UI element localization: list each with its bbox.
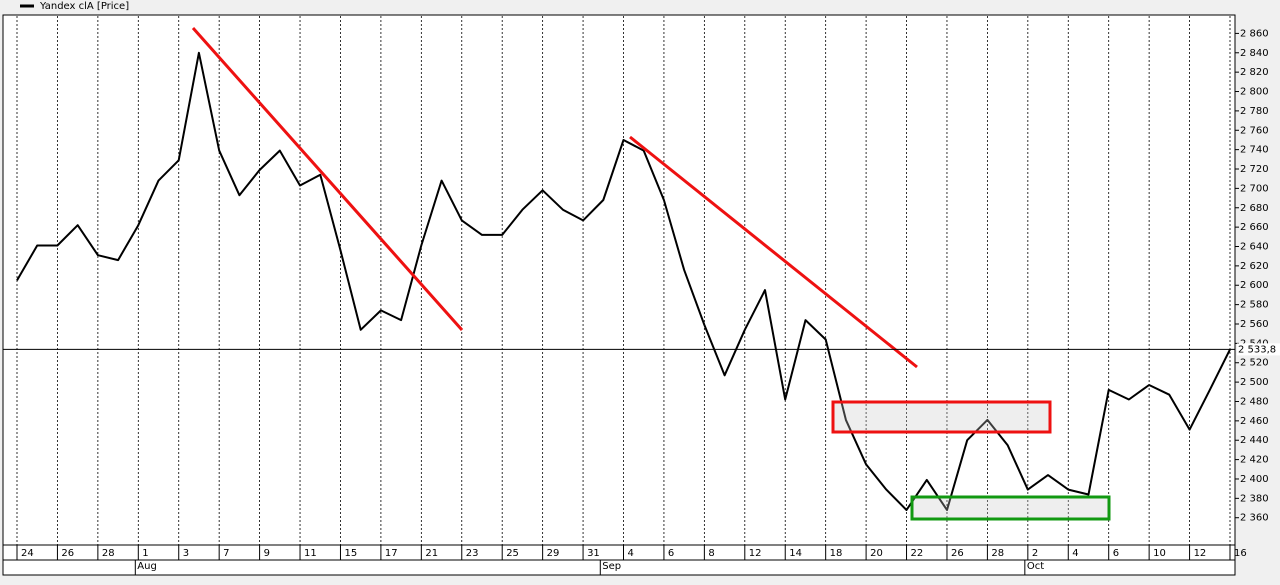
y-tick-label: 2 700 xyxy=(1240,183,1269,194)
y-tick-label: 2 600 xyxy=(1240,280,1269,291)
support-box xyxy=(910,495,1111,521)
y-tick-label: 2 780 xyxy=(1240,106,1269,117)
y-tick-label: 2 480 xyxy=(1240,396,1269,407)
x-tick-label: 9 xyxy=(264,548,270,559)
y-tick-label: 2 740 xyxy=(1240,145,1269,156)
last-price-box xyxy=(1237,343,1280,356)
y-tick-label: 2 760 xyxy=(1240,125,1269,136)
legend-label: Yandex clA [Price] xyxy=(39,1,129,12)
y-tick-label: 2 360 xyxy=(1240,513,1269,524)
y-tick-label: 2 660 xyxy=(1240,222,1269,233)
x-tick-label: 22 xyxy=(911,548,924,559)
x-tick-label: 20 xyxy=(870,548,883,559)
y-tick-label: 2 800 xyxy=(1240,87,1269,98)
y-tick-label: 2 620 xyxy=(1240,261,1269,272)
price-line xyxy=(16,51,1231,511)
x-tick-label: 24 xyxy=(21,548,34,559)
x-tick-label: 28 xyxy=(102,548,115,559)
trend-line xyxy=(629,135,918,369)
x-tick-label: 3 xyxy=(183,548,189,559)
x-tick-label: 14 xyxy=(789,548,802,559)
y-tick-label: 2 680 xyxy=(1240,203,1269,214)
x-tick-label: 26 xyxy=(61,548,74,559)
x-tick-label: 29 xyxy=(547,548,560,559)
x-tick-label: 7 xyxy=(223,548,229,559)
x-tick-label: 4 xyxy=(1072,548,1078,559)
annotations xyxy=(191,27,1111,521)
x-tick-label: 26 xyxy=(951,548,964,559)
x-tick-label: 12 xyxy=(749,548,762,559)
x-tick-label: 16 xyxy=(1234,548,1247,559)
month-label: Oct xyxy=(1027,561,1044,572)
x-tick-label: 31 xyxy=(587,548,600,559)
x-tick-label: 21 xyxy=(425,548,438,559)
x-tick-label: 12 xyxy=(1194,548,1207,559)
x-tick-label: 10 xyxy=(1153,548,1166,559)
x-tick-label: 15 xyxy=(344,548,357,559)
x-tick-label: 23 xyxy=(466,548,479,559)
y-tick-label: 2 400 xyxy=(1240,474,1269,485)
x-tick-label: 2 xyxy=(1032,548,1038,559)
resistance-box xyxy=(831,400,1052,434)
x-tick-label: 8 xyxy=(708,548,714,559)
month-label: Sep xyxy=(602,561,621,572)
y-tick-label: 2 560 xyxy=(1240,319,1269,330)
x-tick-label: 6 xyxy=(1113,548,1119,559)
x-tick-label: 17 xyxy=(385,548,398,559)
y-tick-label: 2 580 xyxy=(1240,300,1269,311)
x-tick-label: 6 xyxy=(668,548,674,559)
y-tick-label: 2 380 xyxy=(1240,493,1269,504)
x-tick-label: 11 xyxy=(304,548,317,559)
x-tick-label: 28 xyxy=(991,548,1004,559)
plot-area xyxy=(2,14,1236,546)
x-tick-label: 1 xyxy=(142,548,148,559)
y-tick-label: 2 460 xyxy=(1240,416,1269,427)
y-tick-label: 2 840 xyxy=(1240,48,1269,59)
last-price-label: 2 533,8 xyxy=(1238,344,1276,355)
month-label: Aug xyxy=(137,561,157,572)
y-tick-label: 2 500 xyxy=(1240,377,1269,388)
y-tick-label: 2 720 xyxy=(1240,164,1269,175)
y-tick-label: 2 520 xyxy=(1240,358,1269,369)
y-tick-label: 2 420 xyxy=(1240,455,1269,466)
y-tick-label: 2 440 xyxy=(1240,435,1269,446)
x-tick-label: 4 xyxy=(628,548,634,559)
y-tick-label: 2 820 xyxy=(1240,67,1269,78)
trend-line xyxy=(191,27,464,331)
y-tick-label: 2 640 xyxy=(1240,242,1269,253)
x-tick-label: 18 xyxy=(830,548,843,559)
y-tick-label: 2 860 xyxy=(1240,28,1269,39)
x-tick-label: 25 xyxy=(506,548,519,559)
